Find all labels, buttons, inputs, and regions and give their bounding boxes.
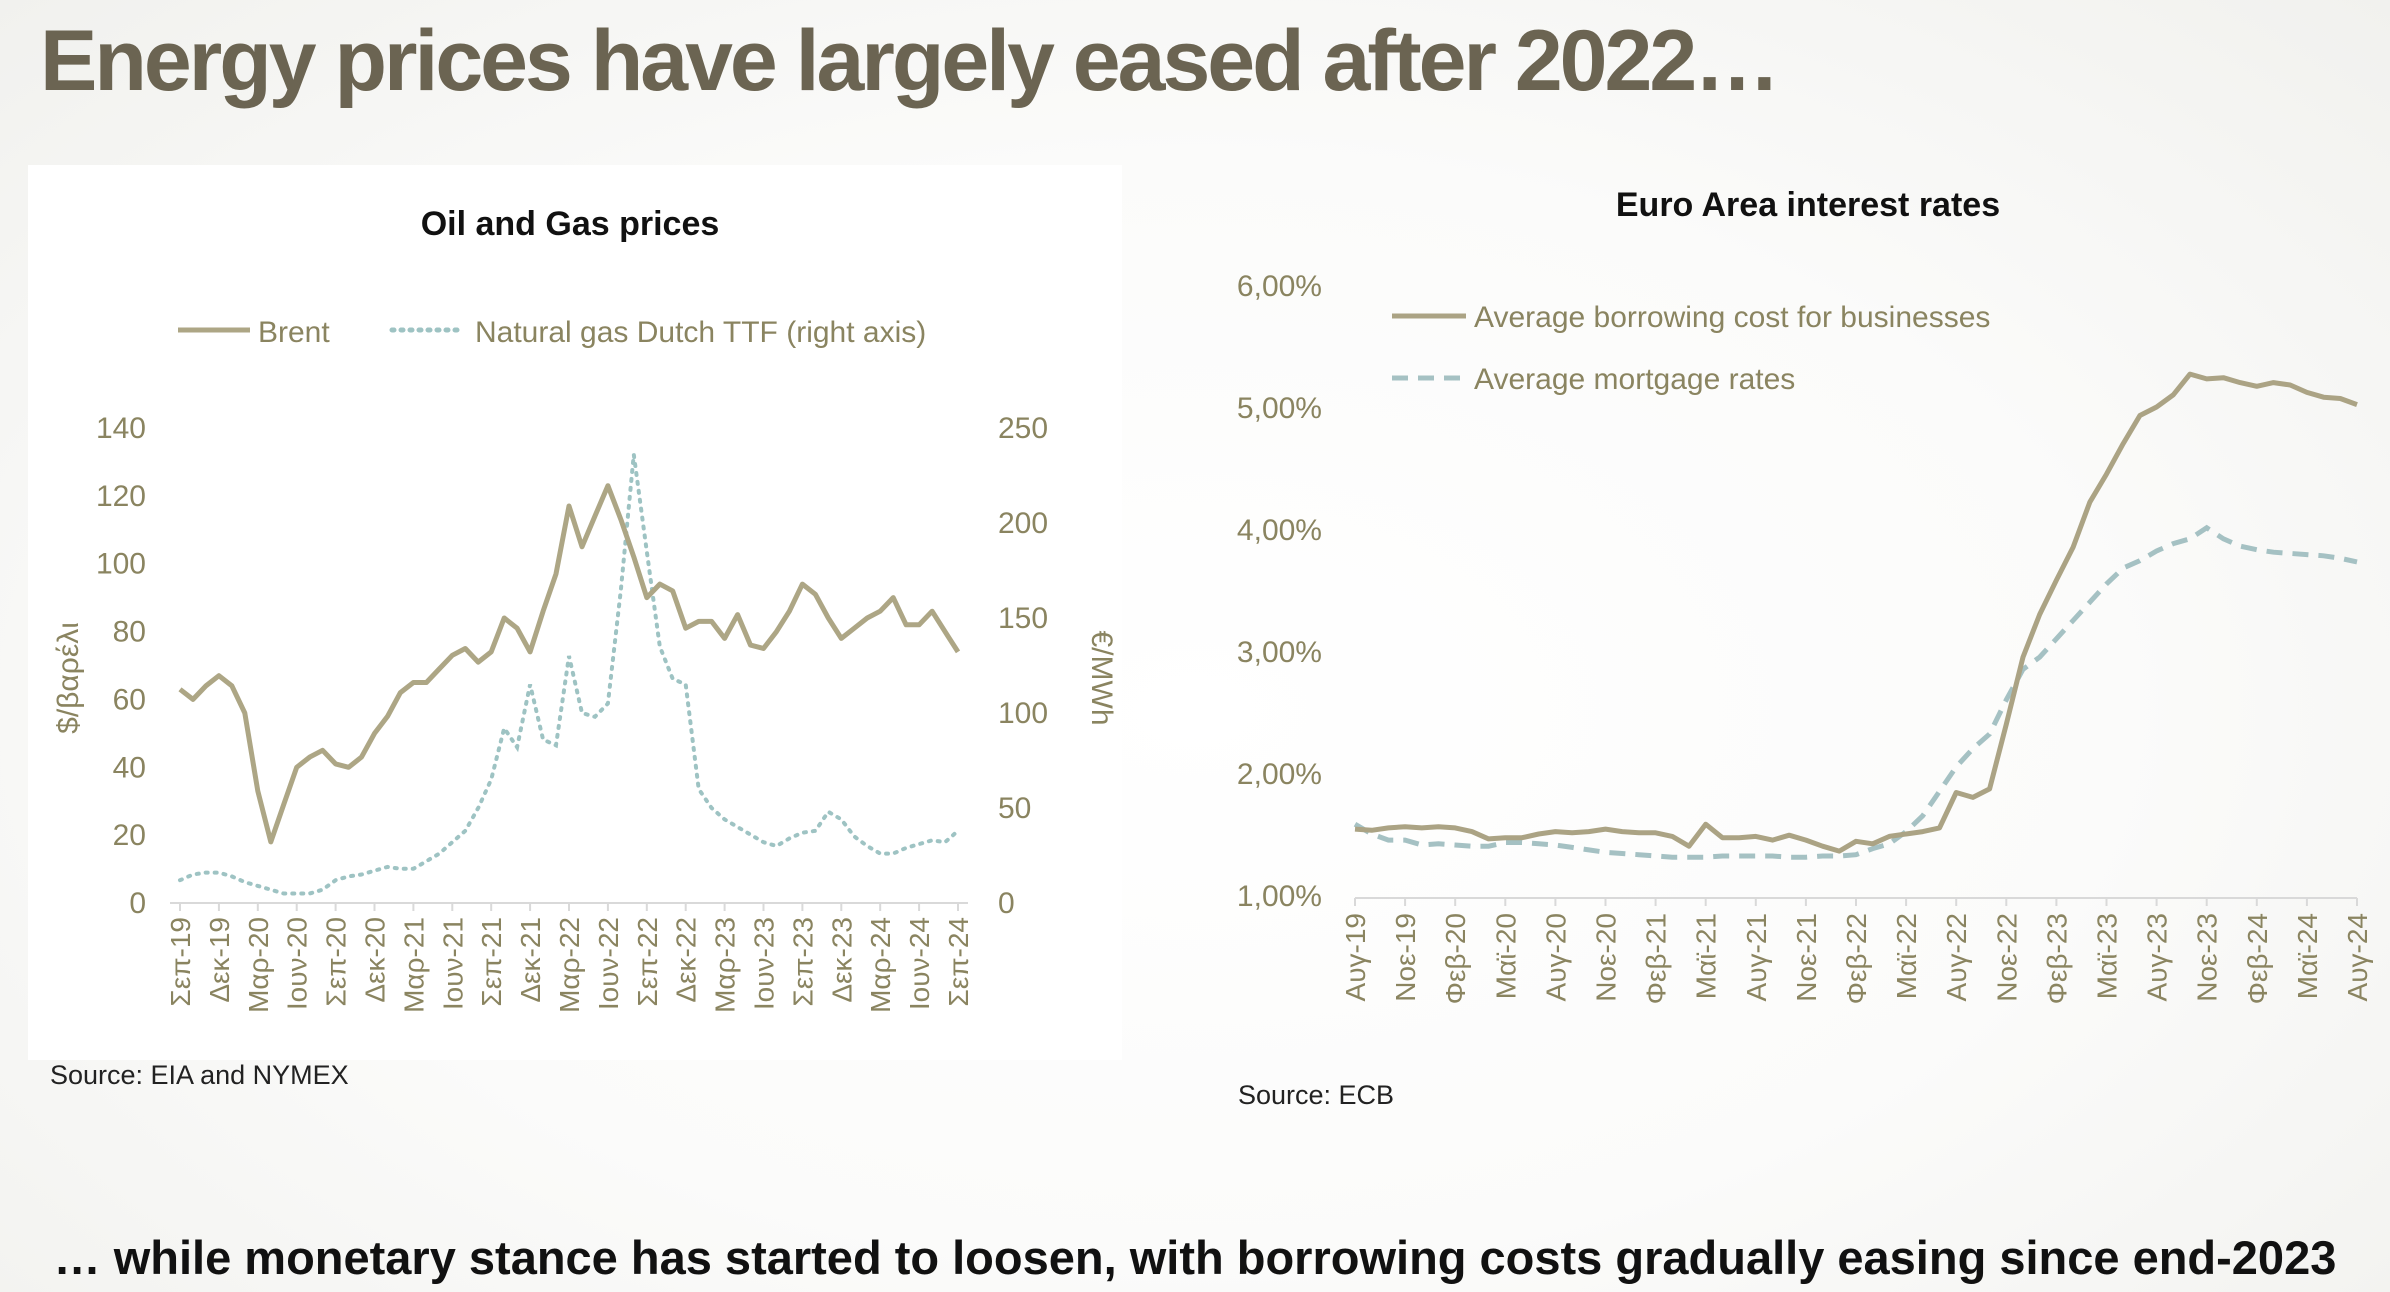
source-note-interest-rates: Source: ECB [1238, 1080, 1395, 1110]
x-tick-label: Ιουν-22 [593, 917, 624, 1010]
chart-title-oil-gas: Oil and Gas prices [421, 205, 720, 243]
x-tick-label: Δεκ-21 [515, 917, 546, 1003]
x-tick-label: Νοε-21 [1791, 913, 1822, 1002]
legend-label-mortgage: Average mortgage rates [1474, 363, 1795, 396]
x-tick-label: Μαϊ-21 [1691, 913, 1722, 999]
x-tick-label: Ιουν-20 [282, 917, 313, 1010]
slide-title: Energy prices have largely eased after 2… [40, 13, 1780, 109]
x-tick-label: Ιουν-21 [437, 917, 468, 1010]
y-tick-label: 140 [96, 412, 146, 445]
legend-label-business: Average borrowing cost for businesses [1474, 301, 1990, 334]
x-tick-label: Αυγ-19 [1340, 913, 1371, 1001]
x-tick-label: Μαρ-20 [243, 917, 274, 1013]
x-tick-label: Φεβ-21 [1641, 913, 1672, 1004]
brent-series-line [178, 483, 961, 845]
x-tick-label: Φεβ-20 [1440, 913, 1471, 1004]
x-tick-label: Νοε-20 [1591, 913, 1622, 1002]
x-tick-label: Σεπ-24 [943, 917, 974, 1007]
x-tick-label: Σεπ-19 [165, 917, 196, 1007]
x-tick-label: Αυγ-24 [2342, 913, 2373, 1001]
y-tick-label: 20 [113, 819, 146, 852]
y2-tick-label: 150 [998, 602, 1048, 635]
y-tick-label: 120 [96, 480, 146, 513]
y-tick-label: 6,00% [1237, 270, 1322, 303]
y2-tick-label: 50 [998, 792, 1031, 825]
y-tick-label: 1,00% [1237, 880, 1322, 913]
x-tick-label: Φεβ-24 [2242, 913, 2273, 1004]
x-tick-label: Σεπ-20 [321, 917, 352, 1007]
x-tick-label: Νοε-23 [2192, 913, 2223, 1002]
y2-tick-label: 0 [998, 887, 1015, 920]
x-tick-label: Ιουν-24 [904, 917, 935, 1010]
mortgage-series-line [1353, 524, 2358, 860]
y-axis-label-left: $/βαρέλι [52, 622, 85, 734]
x-tick-label: Δεκ-23 [826, 917, 857, 1003]
x-tick-label: Δεκ-22 [671, 917, 702, 1003]
x-tick-label: Φεβ-22 [1841, 913, 1872, 1004]
x-tick-labels: Αυγ-19 Νοε-19 Φεβ-20 Μαϊ-20 Αυγ-20 Νοε-20 Φεβ-… [1340, 898, 2373, 1004]
y2-tick-label: 200 [998, 507, 1048, 540]
x-tick-label: Αυγ-21 [1741, 913, 1772, 1001]
x-tick-label: Μαρ-22 [554, 917, 585, 1013]
y-tick-label: 3,00% [1237, 636, 1322, 669]
x-tick-label: Αυγ-23 [2142, 913, 2173, 1001]
source-note-oil-gas: Source: EIA and NYMEX [50, 1060, 349, 1090]
x-tick-label: Σεπ-23 [787, 917, 818, 1007]
y-tick-label: 40 [113, 751, 146, 784]
y-tick-labels: 1,00% 2,00% 3,00% 4,00% 5,00% 6,00% [1237, 270, 1322, 913]
left-chart-panel [28, 165, 1122, 1060]
left-y-tick-labels: 0 20 40 60 80 100 120 140 [96, 412, 146, 920]
y-tick-label: 0 [129, 887, 146, 920]
x-tick-label: Δεκ-19 [204, 917, 235, 1003]
x-tick-label: Μαϊ-24 [2292, 913, 2323, 999]
x-tick-label: Σεπ-21 [476, 917, 507, 1007]
business-series-line [1354, 371, 2358, 854]
x-tick-label: Σεπ-22 [632, 917, 663, 1007]
x-tick-label: Μαϊ-22 [1891, 913, 1922, 999]
y-tick-label: 100 [96, 548, 146, 581]
y-tick-label: 2,00% [1237, 758, 1322, 791]
x-tick-label: Νοε-19 [1390, 913, 1421, 1002]
y-tick-label: 80 [113, 616, 146, 649]
x-tick-label: Ιουν-23 [749, 917, 780, 1010]
y2-tick-label: 100 [998, 697, 1048, 730]
y-tick-label: 60 [113, 683, 146, 716]
x-tick-label: Μαρ-23 [710, 917, 741, 1013]
x-tick-label: Μαρ-24 [865, 917, 896, 1013]
right-y-tick-labels: 0 50 100 150 200 250 [998, 412, 1048, 920]
x-tick-label: Αυγ-20 [1540, 913, 1571, 1001]
x-tick-label: Νοε-22 [1991, 913, 2022, 1002]
x-tick-label: Δεκ-20 [360, 917, 391, 1003]
y2-tick-label: 250 [998, 412, 1048, 445]
y-tick-label: 4,00% [1237, 514, 1322, 547]
legend-label-gas: Natural gas Dutch TTF (right axis) [475, 316, 926, 349]
x-tick-label: Αυγ-22 [1941, 913, 1972, 1001]
x-tick-label: Φεβ-23 [2041, 913, 2072, 1004]
x-tick-label: Μαϊ-20 [1490, 913, 1521, 999]
slide-subtitle: … while monetary stance has started to l… [53, 1231, 2337, 1284]
legend-label-brent: Brent [258, 316, 330, 349]
x-tick-label: Μαϊ-23 [2092, 913, 2123, 999]
y-axis-label-right: €/MWh [1085, 630, 1118, 725]
gas-series-line [178, 454, 960, 896]
x-tick-label: Μαρ-21 [398, 917, 429, 1013]
x-tick-labels: Σεπ-19 Δεκ-19 Μαρ-20 Ιουν-20 Σεπ-20 Δεκ-20 Μαρ… [165, 903, 974, 1013]
y-tick-label: 5,00% [1237, 392, 1322, 425]
chart-title-interest-rates: Euro Area interest rates [1616, 186, 2000, 224]
